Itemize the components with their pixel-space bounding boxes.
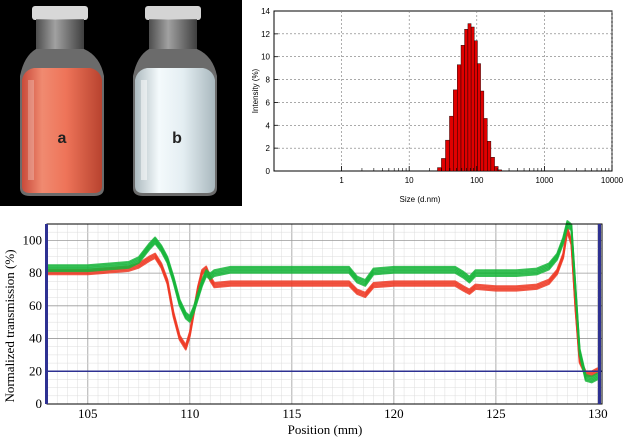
lum-series-line	[47, 230, 599, 377]
dls-y-tick-label: 14	[261, 7, 270, 16]
dls-bar	[467, 23, 472, 172]
dls-x-tick-label: 10000	[601, 176, 624, 185]
lum-x-tick-label: 105	[78, 406, 98, 421]
lum-y-tick-label: 20	[29, 363, 42, 378]
dls-bar	[470, 26, 475, 172]
dls-x-tick-label: 1	[339, 176, 344, 185]
dls-bar	[464, 29, 469, 172]
lum-x-tick-label: 130	[588, 406, 608, 421]
lum-y-tick-label: 100	[23, 232, 43, 247]
dls-y-tick-label: 10	[261, 53, 270, 62]
dls-plot-frame	[273, 10, 613, 172]
size-distribution-chart: 1 10 100 1000 10000 0 2 4 6 8 10 12 14 Size (d.nm) I…	[251, 7, 624, 204]
dls-bar	[445, 139, 450, 172]
vial-b-label: b	[172, 130, 182, 147]
vial-a-label: a	[58, 130, 67, 147]
vials-photo: a b	[0, 0, 242, 206]
lum-series-line	[47, 226, 599, 384]
dls-bar	[494, 166, 499, 172]
lum-x-tick-label: 120	[384, 406, 404, 421]
dls-bar	[441, 158, 446, 172]
lum-x-tick-label: 115	[282, 406, 301, 421]
dls-bar	[474, 40, 478, 172]
dls-bar	[437, 167, 442, 172]
dls-bar	[497, 169, 502, 172]
dls-bar	[460, 45, 465, 172]
dls-bar	[487, 141, 492, 172]
lum-y-tick-label: 0	[36, 396, 43, 411]
dls-bar	[480, 90, 485, 172]
lum-right-border	[598, 224, 601, 404]
dls-bar	[477, 63, 481, 172]
vial-b	[133, 6, 217, 196]
dls-y-tick-label: 12	[261, 30, 270, 39]
dls-bar	[483, 118, 488, 172]
dls-x-tick-label: 10	[405, 176, 414, 185]
lum-x-tick-label: 125	[486, 406, 506, 421]
dls-x-tick-label: 100	[470, 176, 484, 185]
dls-y-tick-label: 2	[266, 144, 271, 153]
dls-bar	[449, 115, 454, 172]
dls-x-tick-label: 1000	[536, 176, 554, 185]
dls-bar	[490, 157, 495, 172]
lum-ticks: 105 110 115 120 125 130 0 20 40 60 80 100	[23, 232, 608, 421]
dls-y-axis-label: Intensity (%)	[251, 68, 260, 113]
vial-a	[20, 6, 104, 196]
lum-x-tick-label: 110	[180, 406, 199, 421]
lum-x-axis-label: Position (mm)	[288, 422, 363, 437]
lum-y-tick-label: 80	[29, 265, 42, 280]
dls-ticks: 1 10 100 1000 10000 0 2 4 6 8 10 12 14	[261, 7, 624, 185]
dls-x-axis-label: Size (d.nm)	[400, 195, 441, 204]
lum-left-border	[45, 224, 48, 404]
dls-y-tick-label: 6	[266, 98, 271, 107]
lum-y-axis-label: Normalized transmission (%)	[2, 249, 17, 402]
lum-y-tick-label: 60	[29, 298, 42, 313]
dls-y-tick-label: 4	[266, 121, 271, 130]
lum-lines	[47, 220, 599, 384]
transmission-chart: 105 110 115 120 125 130 0 20 40 60 80 100 Position …	[2, 220, 608, 437]
dls-grid	[274, 11, 613, 171]
dls-bar	[457, 64, 462, 172]
dls-bar	[453, 89, 458, 172]
lum-y-tick-label: 40	[29, 331, 42, 346]
dls-y-tick-label: 8	[266, 76, 271, 85]
dls-y-tick-label: 0	[266, 167, 271, 176]
dls-bars	[437, 23, 502, 172]
